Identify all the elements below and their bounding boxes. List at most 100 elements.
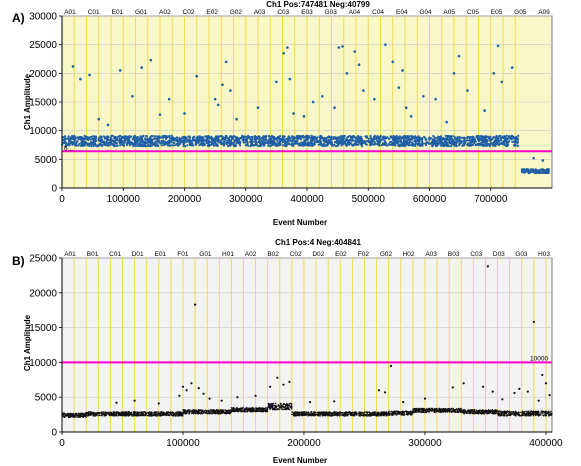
panel-a-droplet-point — [206, 138, 209, 142]
panel-a-outlier-point — [434, 97, 437, 101]
panel-b-droplet-point — [99, 414, 101, 416]
panel-a-droplet-point — [163, 143, 167, 146]
panel-b-droplet-point — [156, 415, 158, 417]
panel-a-well-label: G02 — [230, 9, 243, 16]
panel-b-droplet-point — [379, 415, 381, 417]
panel-b-droplet-point — [118, 413, 120, 416]
panel-a-droplet-point — [418, 141, 421, 144]
panel-b-droplet-point — [148, 411, 151, 413]
panel-a-droplet-point — [192, 144, 195, 147]
panel-a-droplet-point — [204, 135, 207, 138]
panel-b-droplet-point — [316, 412, 318, 414]
panel-a-droplet-point — [103, 137, 106, 140]
panel-b-droplet-point — [186, 409, 188, 411]
panel-b-droplet-point — [238, 408, 241, 410]
panel-b-droplet-point — [171, 413, 173, 415]
panel-b-droplet-point — [168, 414, 171, 417]
panel-b-droplet-point — [115, 412, 118, 414]
panel-a-droplet-point — [130, 142, 133, 146]
panel-a-droplet-point — [306, 144, 309, 147]
panel-b-droplet-point — [189, 409, 191, 411]
panel-a-outlier-point — [500, 80, 504, 84]
panel-b-droplet-point — [273, 407, 275, 410]
panel-b-droplet-point — [89, 414, 91, 416]
panel-a-droplet-point — [284, 141, 287, 144]
panel-a-droplet-point — [270, 139, 273, 143]
panel-b-droplet-point — [176, 411, 178, 413]
panel-a-outlier-point — [409, 115, 413, 118]
panel-b-droplet-point — [88, 414, 90, 416]
panel-b-droplet-point — [158, 412, 160, 414]
panel-b-droplet-point — [270, 405, 272, 407]
panel-a-outlier-point — [466, 89, 469, 92]
panel-a-droplet-point — [164, 140, 167, 143]
panel-a-well-label: C01 — [88, 9, 100, 16]
panel-a-droplet-point — [377, 142, 380, 145]
panel-a-droplet-point — [502, 137, 505, 140]
panel-a-droplet-point — [356, 136, 359, 139]
panel-a-droplet-point — [365, 136, 368, 139]
panel-a-droplet-point — [399, 139, 403, 142]
panel-b-droplet-point — [225, 409, 227, 412]
panel-b-droplet-point — [279, 408, 281, 411]
panel-a-droplet-point — [522, 170, 526, 173]
panel-a-droplet-point — [197, 140, 200, 143]
panel-a-droplet-point — [105, 137, 108, 140]
panel-a-droplet-point — [214, 137, 218, 141]
panel-b-droplet-point — [269, 408, 271, 410]
panel-b-droplet-point — [68, 414, 70, 416]
panel-a-droplet-point — [278, 139, 282, 142]
panel-a-droplet-point — [373, 140, 376, 143]
panel-b-droplet-point — [386, 413, 388, 416]
panel-a-droplet-point — [449, 137, 452, 140]
panel-b-droplet-point — [137, 411, 139, 414]
panel-a-droplet-point — [486, 139, 489, 142]
panel-a-droplet-point — [452, 141, 455, 144]
panel-a-droplet-point — [128, 144, 131, 147]
panel-b-droplet-point — [373, 412, 375, 414]
panel-a-droplet-point — [281, 135, 284, 138]
panel-a-droplet-point — [210, 135, 213, 138]
panel-b-droplet-point — [107, 411, 110, 414]
panel-b-droplet-point — [330, 412, 332, 414]
panel-b-droplet-point — [236, 408, 238, 410]
panel-a-droplet-point — [160, 136, 163, 139]
panel-a-droplet-point — [509, 135, 512, 138]
panel-b-droplet-point — [186, 411, 188, 413]
panel-b-droplet-point — [82, 414, 85, 416]
panel-a-droplet-point — [259, 141, 262, 144]
panel-a-droplet-point — [401, 136, 404, 139]
panel-b-droplet-point — [300, 414, 302, 416]
panel-a-droplet-point — [140, 136, 143, 139]
panel-a-droplet-point — [230, 138, 233, 142]
panel-a-outlier-point — [118, 69, 122, 72]
panel-a-droplet-point — [468, 135, 471, 139]
panel-a-droplet-point — [84, 135, 88, 138]
panel-a-droplet-point — [459, 142, 462, 145]
panel-a-droplet-point — [370, 142, 373, 145]
panel-a-droplet-point — [515, 141, 518, 144]
panel-a-well-label: G03 — [325, 9, 338, 16]
panel-b-droplet-point — [152, 414, 155, 416]
panel-a-ylabel: Ch1 Amplitude — [23, 73, 32, 130]
panel-a-droplet-point — [288, 142, 291, 145]
panel-b-droplet-point — [232, 408, 235, 410]
panel-a-outlier-point — [213, 97, 217, 101]
panel-b-droplet-point — [174, 414, 176, 416]
panel-b-droplet-point — [352, 415, 355, 417]
panel-a-droplet-point — [115, 142, 118, 145]
panel-b-droplet-point — [338, 415, 341, 417]
panel-a-droplet-point — [72, 135, 75, 138]
panel-b-well-label: A02 — [245, 251, 257, 258]
panel-a-x-tick-label: 100000 — [107, 194, 141, 205]
panel-a-droplet-point — [516, 138, 520, 141]
panel-a-droplet-point — [232, 135, 235, 138]
panel-a-droplet-point — [230, 142, 233, 145]
panel-a-droplet-point — [422, 142, 425, 145]
panel-a-droplet-point — [257, 136, 260, 139]
panel-b-droplet-point — [65, 413, 68, 416]
panel-a-outlier-point — [457, 54, 461, 58]
panel-a-outlier-point — [71, 65, 75, 68]
panel-b-well-label: H03 — [538, 251, 550, 258]
panel-a-droplet-point — [445, 137, 448, 141]
